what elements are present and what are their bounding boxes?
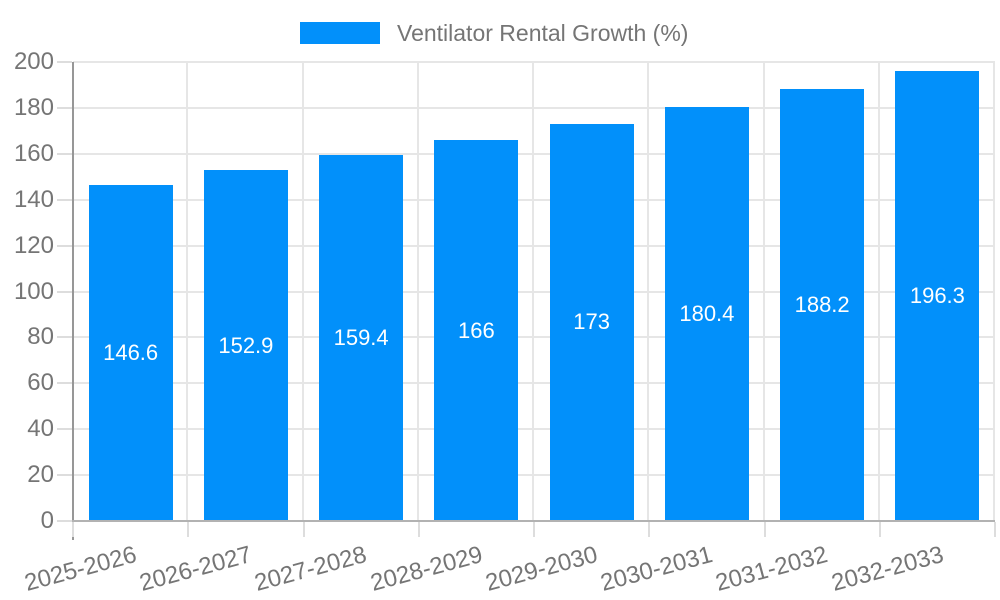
gridline-vertical	[186, 62, 189, 521]
x-axis-tick	[302, 522, 305, 537]
legend-swatch	[300, 22, 380, 44]
y-tick-label: 20	[27, 461, 54, 489]
y-tick-label: 180	[13, 93, 54, 121]
bar: 146.6	[88, 184, 173, 521]
bar: 152.9	[203, 170, 288, 521]
y-axis-tick	[57, 61, 72, 63]
y-axis-tick	[57, 520, 72, 522]
bar-value-label: 152.9	[218, 332, 274, 358]
y-tick-label: 80	[27, 323, 54, 351]
x-tick-label: 2025-2026	[21, 541, 140, 597]
gridline-horizontal	[73, 61, 995, 63]
x-tick-label: 2028-2029	[367, 541, 486, 597]
gridline-vertical	[301, 62, 304, 521]
bar-value-label: 159.4	[333, 325, 389, 351]
y-tick-label: 40	[27, 415, 54, 443]
x-tick-label: 2027-2028	[251, 541, 370, 597]
x-axis-tick	[878, 522, 881, 537]
gridline-vertical	[877, 62, 880, 521]
plot-area: 146.6 152.9 159.4 166 173 180.4 188.2 196.3	[73, 61, 995, 521]
y-tick-label: 160	[13, 139, 54, 167]
y-axis-tick	[57, 336, 72, 339]
legend-item[interactable]: Ventilator Rental Growth (%)	[300, 19, 689, 46]
gridline-vertical	[647, 62, 650, 521]
gridline-horizontal	[73, 198, 995, 201]
y-axis-tick	[57, 428, 72, 431]
bar: 159.4	[319, 155, 404, 521]
gridline-horizontal	[73, 152, 995, 155]
y-tick-label: 100	[13, 277, 54, 305]
bar: 166	[434, 140, 519, 521]
y-axis-tick	[57, 152, 72, 155]
gridline-horizontal	[73, 336, 995, 339]
y-tick-label: 140	[13, 185, 54, 213]
bar: 180.4	[664, 106, 749, 521]
gridline-vertical	[532, 62, 534, 521]
bar: 188.2	[780, 89, 865, 521]
legend-label: Ventilator Rental Growth (%)	[397, 19, 689, 46]
gridline-horizontal	[73, 106, 995, 109]
gridline-horizontal	[73, 382, 995, 385]
bar-value-label: 196.3	[909, 282, 965, 308]
y-axis-tick	[57, 198, 72, 201]
y-axis-tick	[57, 382, 72, 385]
x-tick-label: 2032-2033	[828, 541, 947, 597]
y-tick-label: 60	[27, 369, 54, 397]
x-tick-label: 2031-2032	[712, 541, 831, 597]
y-axis-tick	[57, 106, 72, 109]
y-axis-tick	[57, 290, 72, 293]
x-axis-tick	[763, 522, 766, 537]
y-tick-label: 120	[13, 231, 54, 259]
x-axis-line	[72, 520, 995, 522]
y-axis-tick	[57, 244, 72, 247]
bar-value-label: 188.2	[794, 292, 850, 318]
y-tick-label: 0	[40, 507, 54, 534]
x-tick-label: 2029-2030	[482, 541, 601, 597]
bar-value-label: 146.6	[103, 339, 159, 365]
gridline-horizontal	[73, 428, 995, 431]
gridline-vertical	[762, 62, 765, 521]
x-tick-label: 2026-2027	[136, 541, 255, 597]
gridline-vertical	[993, 62, 995, 521]
gridline-horizontal	[73, 474, 995, 477]
bar-value-label: 173	[573, 309, 610, 335]
bar: 173	[549, 123, 634, 521]
y-axis-line	[72, 62, 74, 540]
x-axis-tick	[648, 522, 651, 537]
gridline-horizontal	[73, 244, 995, 247]
bar-value-label: 180.4	[679, 300, 735, 326]
x-axis-tick	[72, 522, 74, 537]
x-axis-tick	[533, 522, 535, 537]
bar: 196.3	[895, 70, 980, 521]
x-axis-tick	[187, 522, 190, 537]
x-axis-tick	[417, 522, 420, 537]
y-axis-tick	[57, 474, 72, 477]
x-axis-tick	[994, 522, 996, 537]
gridline-horizontal	[73, 290, 995, 293]
bar-value-label: 166	[458, 317, 495, 343]
y-tick-label: 200	[13, 48, 54, 75]
x-tick-label: 2030-2031	[597, 541, 716, 597]
gridline-vertical	[416, 62, 419, 521]
